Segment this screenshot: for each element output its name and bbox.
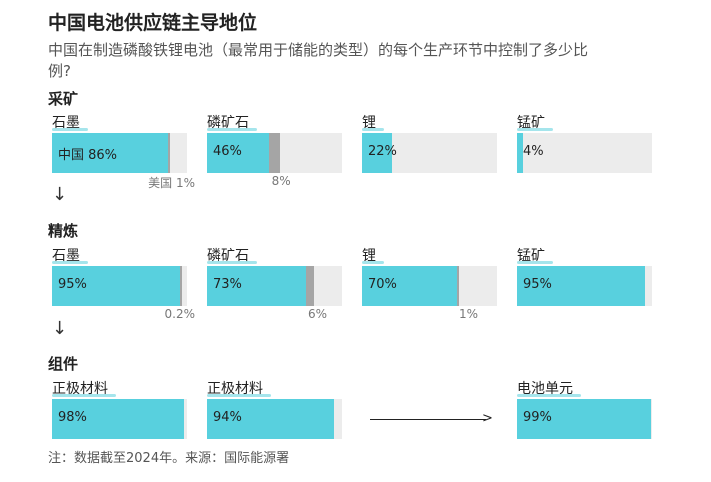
bar-value-label: 46%	[213, 144, 242, 159]
arrow-right-icon: >	[482, 411, 493, 426]
bar-china	[52, 266, 181, 306]
bar-track: 4%	[517, 133, 652, 173]
bar-label: 石墨	[52, 112, 88, 132]
bar-value-label: 73%	[213, 277, 242, 292]
bar-value-label: 94%	[213, 410, 242, 425]
bar-label: 锰矿	[517, 112, 553, 132]
bar-value-label: 4%	[523, 144, 544, 159]
stage-label-mining: 采矿	[48, 90, 79, 108]
label-underline	[362, 261, 384, 264]
bar-label-text: 磷矿石	[207, 115, 249, 131]
label-underline	[207, 128, 257, 131]
bar-label: 锂	[362, 245, 384, 265]
label-underline	[517, 394, 581, 397]
bar-china	[207, 266, 306, 306]
bar-track: 95%	[517, 266, 652, 306]
bar-us	[456, 266, 459, 306]
bar-track: 70%	[362, 266, 497, 306]
bar-track: 73%	[207, 266, 342, 306]
arrow-down-icon: ↓	[52, 318, 68, 339]
chart-title: 中国电池供应链主导地位	[48, 12, 258, 34]
label-underline	[517, 261, 553, 264]
bar-track: 98%	[52, 399, 187, 439]
bar-china	[362, 266, 457, 306]
bar-label: 正极材料	[52, 378, 116, 398]
bar-us	[305, 266, 314, 306]
bar-label-text: 磷矿石	[207, 248, 249, 264]
bar-china	[207, 133, 270, 173]
flow-arrow-line	[370, 419, 486, 420]
bar-value-label: 98%	[58, 410, 87, 425]
us-share-label: 1%	[458, 307, 479, 321]
bar-label-text: 电池单元	[517, 381, 573, 397]
stage-label-components: 组件	[48, 355, 79, 373]
bar-track: 99%	[517, 399, 652, 439]
bar-china	[517, 266, 646, 306]
bar-label: 石墨	[52, 245, 88, 265]
bar-china	[207, 399, 334, 439]
us-share-label: 0.2%	[164, 307, 196, 321]
bar-track: 22%	[362, 133, 497, 173]
bar-value-label: 70%	[368, 277, 397, 292]
bar-track: 46%	[207, 133, 342, 173]
bar-label-text: 石墨	[52, 248, 80, 264]
bar-label-text: 锂	[362, 248, 376, 264]
bar-label: 锰矿	[517, 245, 553, 265]
bar-china	[52, 399, 185, 439]
bar-label: 正极材料	[207, 378, 271, 398]
bar-value-label: 95%	[58, 277, 87, 292]
bar-track: 94%	[207, 399, 342, 439]
label-underline	[517, 128, 553, 131]
bar-label-text: 石墨	[52, 115, 80, 131]
bar-value-label: 22%	[368, 144, 397, 159]
bar-us	[180, 266, 183, 306]
bar-value-label: 99%	[523, 410, 552, 425]
bar-value-label: 95%	[523, 277, 552, 292]
chart-subtitle: 中国在制造磷酸铁锂电池（最常用于储能的类型）的每个生产环节中控制了多少比例?	[48, 41, 589, 80]
bar-track: 95%	[52, 266, 187, 306]
label-underline	[207, 394, 271, 397]
bar-label-text: 正极材料	[52, 381, 108, 397]
bar-label-text: 锰矿	[517, 248, 545, 264]
label-underline	[52, 128, 88, 131]
bar-track: 中国 86%	[52, 133, 187, 173]
bar-us	[269, 133, 280, 173]
label-underline	[362, 128, 384, 131]
label-underline	[52, 394, 116, 397]
bar-value-label: 中国 86%	[58, 148, 118, 163]
bar-label: 磷矿石	[207, 112, 257, 132]
bar-label-text: 锂	[362, 115, 376, 131]
us-share-label: 美国 1%	[148, 176, 195, 190]
arrow-down-icon: ↓	[52, 184, 68, 205]
label-underline	[52, 261, 88, 264]
bar-label-text: 锰矿	[517, 115, 545, 131]
bar-us	[168, 133, 171, 173]
us-share-label: 6%	[308, 307, 328, 321]
bar-china	[52, 133, 169, 173]
bar-label-text: 正极材料	[207, 381, 263, 397]
bar-label: 磷矿石	[207, 245, 257, 265]
bar-label: 电池单元	[517, 378, 581, 398]
stage-label-refining: 精炼	[48, 222, 79, 240]
bar-china	[362, 133, 392, 173]
bar-china	[517, 399, 651, 439]
label-underline	[207, 261, 257, 264]
footnote: 注：数据截至2024年。来源：国际能源署	[48, 451, 290, 466]
us-share-label: 8%	[271, 174, 291, 188]
bar-label: 锂	[362, 112, 384, 132]
bar-china	[517, 133, 523, 173]
